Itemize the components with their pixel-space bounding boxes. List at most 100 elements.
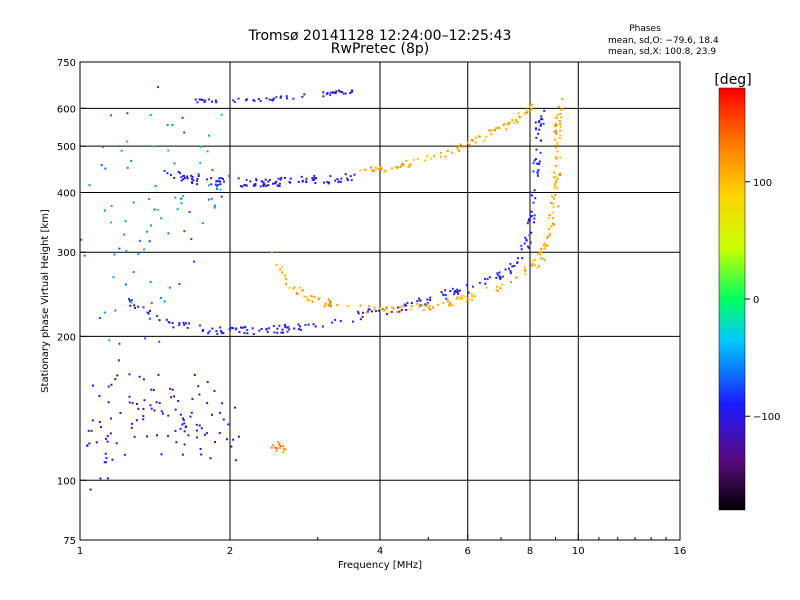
data-point [501,283,504,286]
colorbar-label: [deg] [714,72,751,88]
y-tick-label: 500 [57,142,76,153]
data-point [555,157,558,160]
data-point [408,164,411,167]
data-point [109,417,112,420]
data-point [514,276,517,279]
data-point [173,176,176,179]
data-point [520,244,523,247]
data-point [543,242,546,245]
data-point [128,373,131,376]
data-point [201,221,204,224]
data-point [444,155,447,158]
data-point [204,99,207,102]
data-point [357,312,360,315]
data-point [276,441,279,444]
data-point [458,289,461,292]
data-point [113,253,116,256]
data-point [177,170,180,173]
data-point [458,297,461,300]
data-point [449,302,452,305]
data-point [488,129,491,132]
data-point [304,323,307,326]
data-point [181,417,184,420]
data-point [554,146,557,149]
data-point [91,384,94,387]
data-point [356,310,359,313]
data-point [263,183,266,186]
stats-line-x: mean, sd,X: 100.8, 23.9 [608,47,716,57]
data-point [278,443,281,446]
data-point [219,411,222,414]
data-point [148,198,151,201]
data-point [538,160,541,163]
data-point [536,170,539,173]
data-point [556,141,559,144]
data-point [265,184,268,187]
data-point [463,295,466,298]
data-point [538,253,541,256]
data-point [346,177,349,180]
data-point [532,259,535,262]
data-point [550,201,553,204]
data-point [542,122,545,125]
data-point [155,401,158,404]
data-point [554,183,557,186]
data-point [222,177,225,180]
data-point [477,135,480,138]
data-point [207,332,210,335]
data-point [110,114,113,117]
data-point [554,138,557,141]
data-point [495,288,498,291]
data-point [462,146,465,149]
data-point [217,183,220,186]
data-point [243,184,246,187]
data-point [483,139,486,142]
data-point [270,251,273,254]
data-point [556,113,559,116]
data-point [313,174,316,177]
data-point [530,108,533,111]
data-point [535,136,538,139]
data-point [306,296,309,299]
data-point [201,99,204,102]
data-point [243,325,246,328]
data-point [470,292,473,295]
data-point [471,139,474,142]
data-point [218,177,221,180]
data-point [457,290,460,293]
data-point [529,191,532,194]
data-point [272,97,275,100]
x-tick-label: 6 [465,546,471,557]
data-point [259,99,262,102]
data-point [222,418,225,421]
data-point [152,145,155,148]
data-point [344,173,347,176]
data-point [245,178,248,181]
data-point [98,421,101,424]
data-point [529,241,532,244]
data-point [553,130,556,133]
data-point [385,305,388,308]
data-point [207,198,210,201]
data-point [506,123,509,126]
data-point [275,180,278,183]
data-point [538,162,541,165]
data-point [274,446,277,449]
data-point [215,180,218,183]
data-point [373,169,376,172]
data-point [442,302,445,305]
data-point [265,97,268,100]
data-point [226,438,229,441]
data-point [529,105,532,108]
data-point [485,286,488,289]
data-point [208,330,211,333]
data-point [329,93,332,96]
data-point [215,187,218,190]
data-point [284,448,287,451]
data-point [528,218,531,221]
data-point [400,163,403,166]
data-point [293,286,296,289]
data-point [266,330,269,333]
data-point [553,187,556,190]
data-point [526,245,529,248]
